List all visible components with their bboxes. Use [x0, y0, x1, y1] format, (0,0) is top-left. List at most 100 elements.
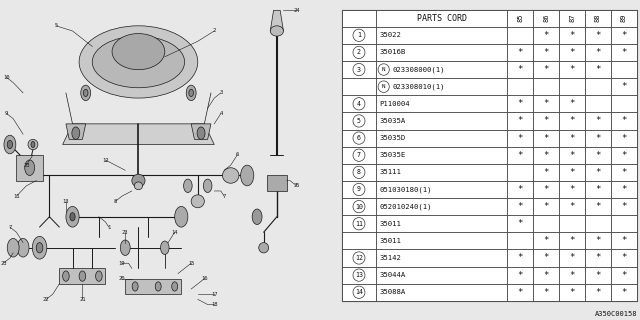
Text: 17: 17: [211, 292, 218, 297]
Text: 7: 7: [8, 225, 12, 229]
Bar: [559, 95, 585, 112]
Circle shape: [353, 183, 365, 196]
Circle shape: [120, 240, 130, 255]
Bar: [376, 27, 507, 44]
Bar: [559, 27, 585, 44]
Text: 6: 6: [236, 152, 239, 157]
Text: 8: 8: [114, 199, 117, 204]
Text: 5: 5: [54, 23, 58, 28]
Text: *: *: [517, 133, 523, 143]
Text: *: *: [543, 99, 548, 108]
Bar: [342, 130, 376, 147]
Circle shape: [184, 179, 192, 193]
Bar: [342, 267, 376, 284]
Text: *: *: [543, 48, 548, 57]
Text: 1: 1: [357, 32, 361, 38]
Circle shape: [36, 243, 43, 253]
Bar: [376, 198, 507, 215]
Text: *: *: [517, 219, 523, 228]
Text: *: *: [570, 253, 575, 262]
Bar: [507, 267, 533, 284]
Polygon shape: [270, 10, 284, 31]
Circle shape: [63, 271, 69, 281]
Circle shape: [252, 209, 262, 225]
Bar: [559, 198, 585, 215]
Circle shape: [378, 81, 389, 92]
Text: *: *: [595, 31, 601, 40]
Text: *: *: [570, 202, 575, 211]
Text: A350C00158: A350C00158: [595, 311, 637, 317]
Text: 4: 4: [357, 101, 361, 107]
Bar: [559, 112, 585, 130]
Text: *: *: [595, 253, 601, 262]
Text: 24: 24: [293, 8, 300, 13]
Bar: [342, 95, 376, 112]
Bar: [611, 130, 637, 147]
Polygon shape: [66, 124, 86, 139]
Circle shape: [353, 149, 365, 161]
Text: 35035D: 35035D: [380, 135, 406, 141]
Ellipse shape: [92, 36, 184, 88]
Text: *: *: [517, 271, 523, 280]
Text: 023308010(1): 023308010(1): [392, 84, 445, 90]
Bar: [585, 284, 611, 301]
Text: *: *: [570, 151, 575, 160]
Bar: [533, 232, 559, 249]
Bar: [559, 78, 585, 95]
Bar: [611, 232, 637, 249]
Bar: [376, 147, 507, 164]
Text: *: *: [517, 65, 523, 74]
Text: *: *: [621, 48, 627, 57]
Text: *: *: [621, 151, 627, 160]
Bar: [533, 27, 559, 44]
Bar: [559, 267, 585, 284]
Bar: [611, 78, 637, 95]
Bar: [533, 249, 559, 267]
Circle shape: [353, 132, 365, 144]
Bar: [507, 112, 533, 130]
Text: 86: 86: [543, 14, 549, 22]
Bar: [342, 249, 376, 267]
Text: *: *: [543, 65, 548, 74]
Text: 35016B: 35016B: [380, 49, 406, 55]
Circle shape: [17, 238, 29, 257]
Circle shape: [175, 206, 188, 227]
Bar: [611, 147, 637, 164]
Circle shape: [204, 179, 212, 193]
Bar: [559, 44, 585, 61]
Polygon shape: [125, 279, 181, 294]
Text: 2: 2: [357, 49, 361, 55]
Text: *: *: [621, 82, 627, 91]
Bar: [611, 112, 637, 130]
Text: 88: 88: [595, 14, 601, 22]
Circle shape: [161, 241, 169, 254]
Text: 11: 11: [355, 221, 363, 227]
Circle shape: [156, 282, 161, 291]
Text: 14: 14: [355, 289, 363, 295]
Text: *: *: [570, 133, 575, 143]
Bar: [559, 215, 585, 232]
Bar: [611, 267, 637, 284]
Bar: [533, 198, 559, 215]
Text: *: *: [595, 202, 601, 211]
Bar: [507, 10, 533, 27]
Bar: [533, 130, 559, 147]
Text: *: *: [570, 99, 575, 108]
Text: *: *: [570, 48, 575, 57]
Bar: [611, 284, 637, 301]
Bar: [611, 95, 637, 112]
Bar: [376, 215, 507, 232]
Bar: [585, 95, 611, 112]
Circle shape: [72, 127, 80, 139]
Text: 6: 6: [357, 135, 361, 141]
Text: 87: 87: [569, 14, 575, 22]
Text: *: *: [543, 253, 548, 262]
Bar: [611, 44, 637, 61]
Text: 35035E: 35035E: [380, 152, 406, 158]
Bar: [376, 112, 507, 130]
Text: *: *: [517, 185, 523, 194]
Bar: [507, 78, 533, 95]
Bar: [342, 181, 376, 198]
Bar: [585, 112, 611, 130]
Bar: [533, 147, 559, 164]
